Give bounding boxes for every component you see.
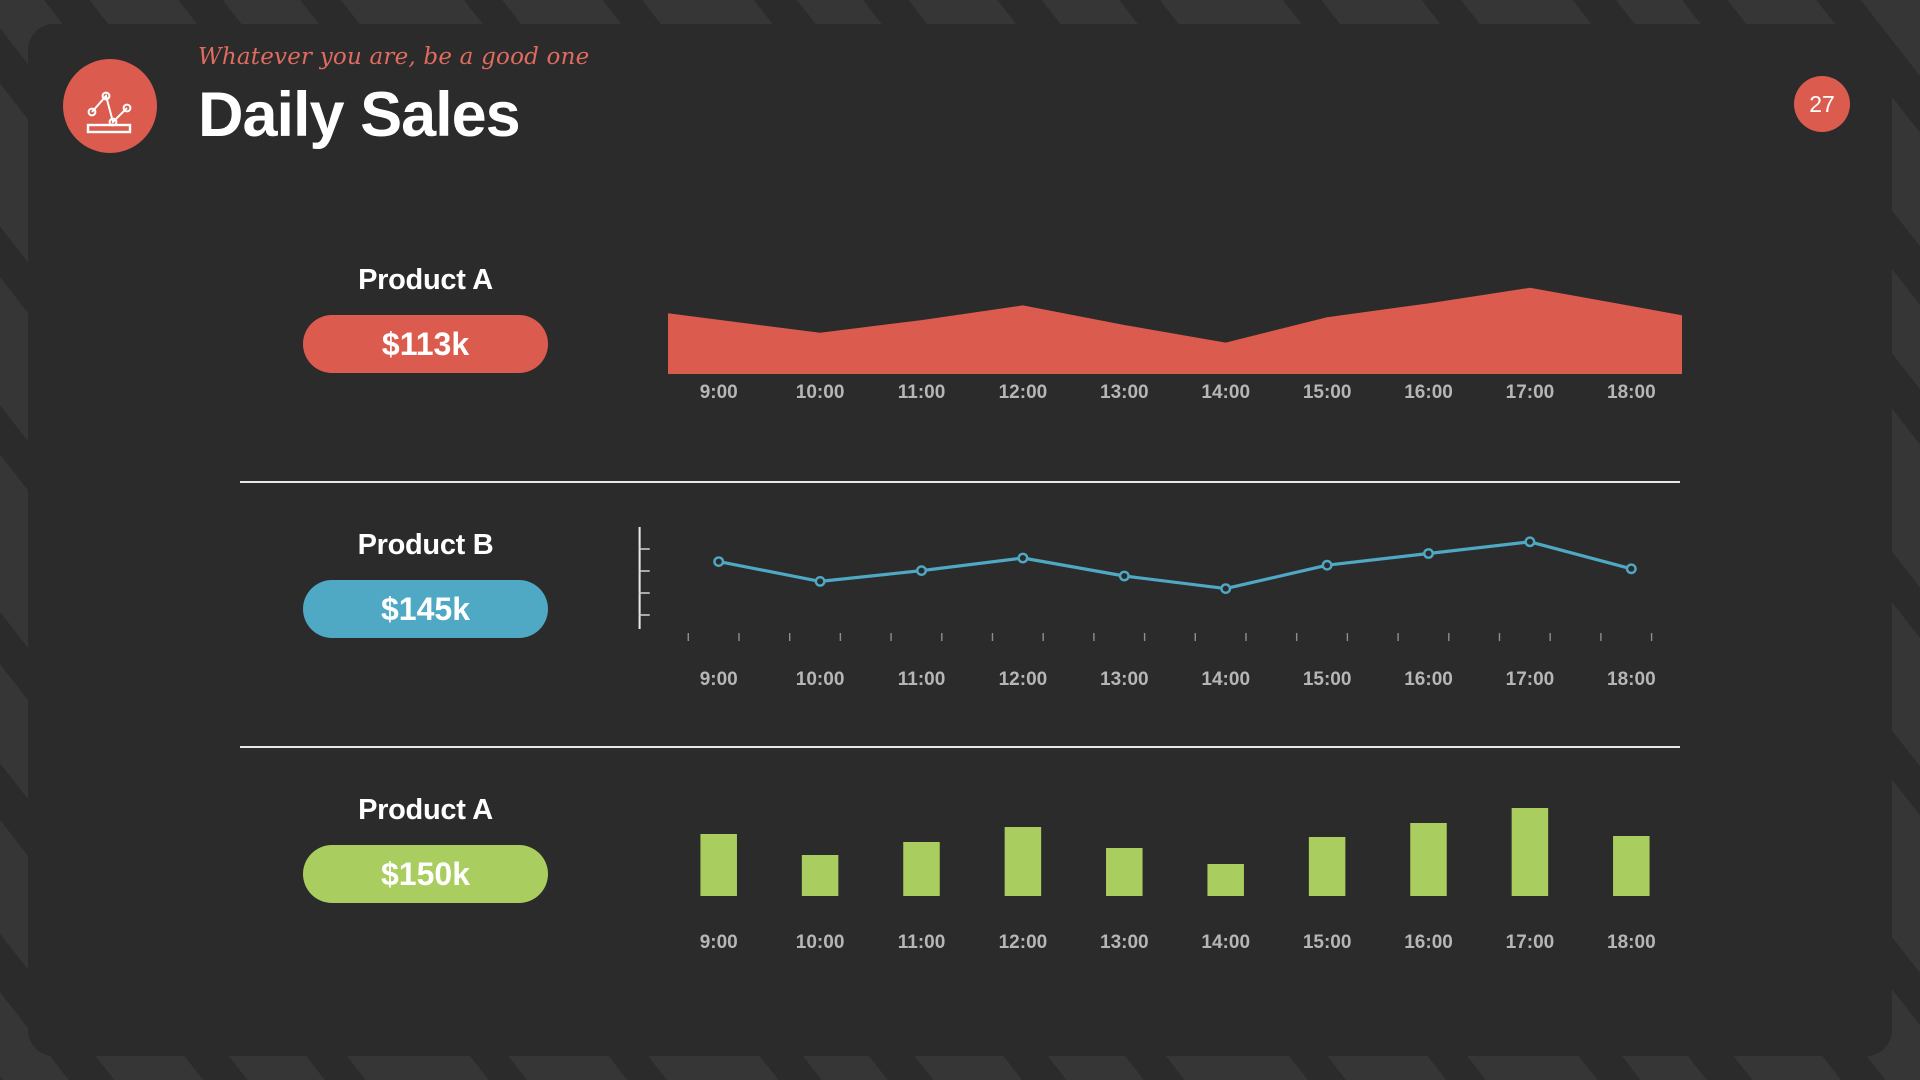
axis-tick-label: 17:00	[1505, 382, 1555, 403]
line-data-point[interactable]	[814, 576, 826, 587]
line-data-point[interactable]	[1017, 552, 1029, 564]
row-label-block: Product B $145k	[303, 529, 548, 638]
bar-data-point[interactable]	[1613, 836, 1650, 896]
axis-tick-label: 10:00	[795, 669, 845, 690]
bar-data-point[interactable]	[700, 834, 737, 896]
axis-tick-label: 16:00	[1404, 669, 1453, 690]
line-data-point[interactable]	[1625, 563, 1637, 575]
slide-card: Whatever you are, be a good one Daily Sa…	[28, 24, 1892, 1056]
logo-badge	[63, 59, 157, 153]
product-row: Product B $145k 9:00 10:00 11:00 12:00 13:00…	[28, 527, 1892, 744]
axis-tick-label: 17:00	[1505, 932, 1555, 953]
row-divider	[240, 746, 1680, 748]
axis-tick-label: 14:00	[1201, 669, 1251, 690]
row-divider	[240, 481, 1680, 483]
bar-chart-svg	[700, 808, 1650, 896]
area-series-product-a	[668, 287, 1682, 374]
bar-data-point[interactable]	[1308, 837, 1346, 896]
axis-tick-label: 17:00	[1505, 669, 1555, 690]
row-label: Product A	[358, 794, 493, 826]
axis-tick-label: 10:00	[795, 932, 845, 953]
axis-tick-label: 11:00	[897, 669, 946, 690]
row-value-pill[interactable]: $113k	[303, 315, 548, 373]
axis-tick-label: 11:00	[897, 932, 946, 953]
line-data-point[interactable]	[713, 556, 725, 567]
axis-tick-label: 9:00	[699, 932, 738, 953]
row-label: Product A	[358, 264, 493, 296]
page-number-badge: 27	[1794, 76, 1850, 132]
line-series-product-b	[717, 540, 1633, 591]
line-data-point[interactable]	[916, 565, 927, 576]
axis-tick-label: 12:00	[998, 932, 1048, 953]
axis-tick-label: 11:00	[897, 382, 946, 403]
line-chart-x-axis: 9:00 10:00 11:00 12:00 13:00 14:00 15:00 16:00 1…	[668, 669, 1682, 691]
axis-tick-label: 10:00	[795, 382, 845, 403]
product-row: Product A $150k 9:00 10:00 11:00 12:00 13:00…	[28, 794, 1892, 1009]
axis-tick-label: 12:00	[998, 669, 1048, 690]
axis-tick-label: 14:00	[1201, 932, 1251, 953]
bar-data-point[interactable]	[1106, 848, 1143, 896]
axis-tick-label: 16:00	[1404, 932, 1453, 953]
tagline: Whatever you are, be a good one	[198, 44, 590, 70]
axis-tick-label: 9:00	[699, 382, 738, 403]
bar-chart: 9:00 10:00 11:00 12:00 13:00 14:00 15:00 16:00 1…	[668, 794, 1682, 1009]
axis-tick-label: 14:00	[1201, 382, 1251, 403]
header-text-block: Whatever you are, be a good one Daily Sa…	[198, 44, 589, 148]
line-chart-circle-icon	[80, 78, 140, 134]
axis-tick-label: 16:00	[1404, 382, 1453, 403]
line-data-point[interactable]	[1220, 583, 1232, 594]
axis-tick-label: 18:00	[1607, 382, 1656, 403]
line-data-point[interactable]	[1321, 559, 1333, 571]
product-row: Product A $113k 9:00 10:00 11:00 12:00 13:00…	[28, 264, 1892, 479]
axis-tick-label: 9:00	[699, 669, 738, 690]
axis-tick-label: 13:00	[1100, 669, 1149, 690]
bar-chart-x-axis: 9:00 10:00 11:00 12:00 13:00 14:00 15:00 16:00 1…	[668, 932, 1682, 954]
axis-tick-label: 15:00	[1302, 382, 1352, 403]
axis-tick-label: 13:00	[1100, 382, 1149, 403]
axis-tick-label: 15:00	[1302, 932, 1352, 953]
bar-data-point[interactable]	[1004, 827, 1042, 896]
axis-tick-label: 18:00	[1607, 932, 1656, 953]
line-data-point[interactable]	[1423, 548, 1434, 559]
row-value: $113k	[381, 325, 470, 362]
row-value-pill[interactable]: $145k	[303, 580, 548, 638]
area-chart: 9:00 10:00 11:00 12:00 13:00 14:00 15:00 16:00 1…	[668, 264, 1682, 479]
axis-tick-label: 13:00	[1100, 932, 1149, 953]
row-value-pill[interactable]: $150k	[303, 845, 548, 903]
bar-data-point[interactable]	[903, 842, 940, 896]
axis-tick-label: 12:00	[998, 382, 1048, 403]
bar-data-point[interactable]	[801, 855, 839, 896]
bar-data-point[interactable]	[1207, 864, 1244, 896]
row-label-block: Product A $150k	[303, 794, 548, 903]
bar-data-point[interactable]	[1511, 808, 1549, 896]
line-chart: 9:00 10:00 11:00 12:00 13:00 14:00 15:00 16:00 1…	[638, 527, 1682, 744]
area-chart-svg	[668, 287, 1682, 374]
row-value: $145k	[381, 590, 470, 627]
area-chart-x-axis: 9:00 10:00 11:00 12:00 13:00 14:00 15:00 16:00 1…	[668, 382, 1682, 404]
page-title: Daily Sales	[198, 80, 521, 150]
row-label-block: Product A $113k	[303, 264, 548, 373]
axis-tick-label: 15:00	[1302, 669, 1352, 690]
row-value: $150k	[381, 855, 470, 892]
line-chart-svg	[638, 527, 1653, 641]
axis-tick-label: 18:00	[1607, 669, 1656, 690]
row-label: Product B	[357, 529, 494, 561]
line-data-point[interactable]	[1524, 536, 1536, 548]
line-data-point[interactable]	[1118, 570, 1130, 582]
bar-data-point[interactable]	[1410, 823, 1447, 896]
